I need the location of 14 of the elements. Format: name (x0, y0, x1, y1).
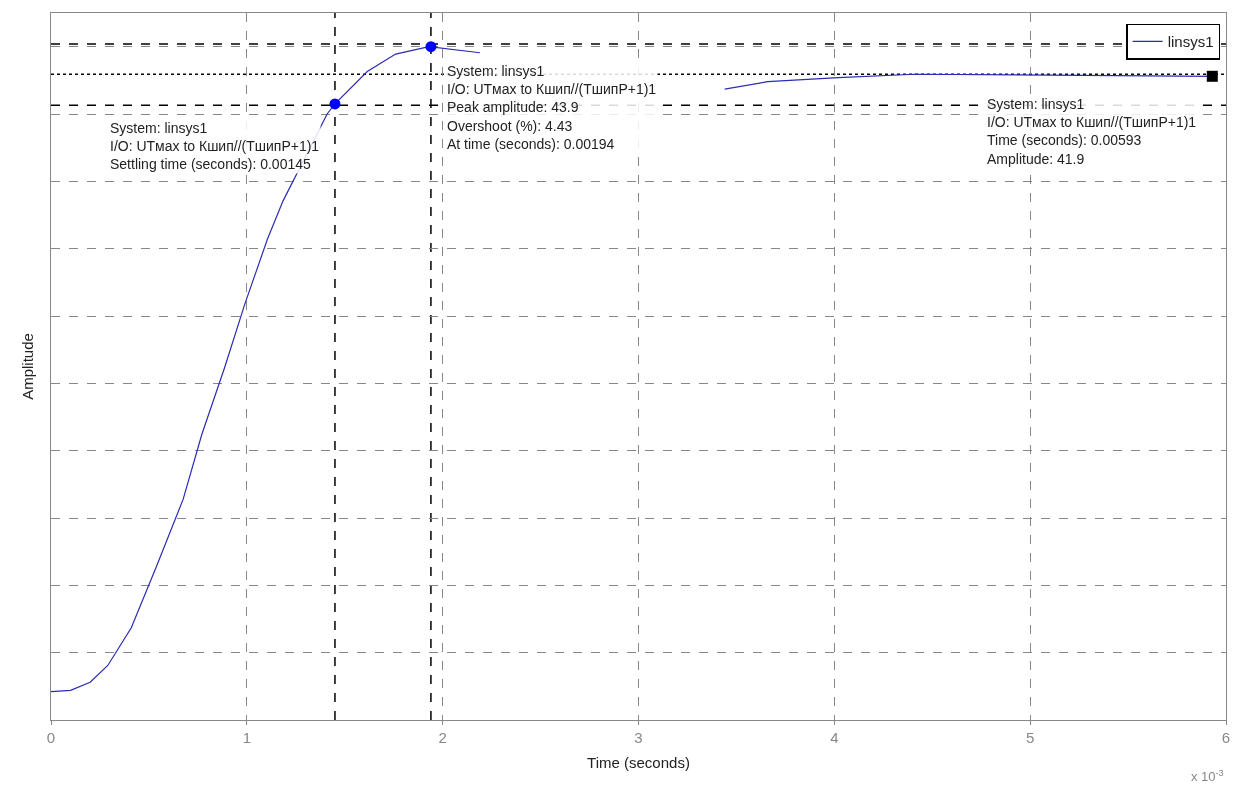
text: x 10$^{-3}$ (1191, 768, 1224, 785)
legend-label: linsys1 (1167, 33, 1214, 51)
x-tick-label: 3 (634, 729, 643, 746)
x-tick-label: 5 (1026, 729, 1035, 746)
annotation: System: linsys1 I/O: UTмax to Кшип//(ТшипР+1)1 Time (seconds): 0.00593 Amplitude: 41.9 (987, 96, 1197, 167)
x-tick-label: 4 (830, 729, 839, 746)
x-tick-label: 2 (438, 729, 447, 746)
y-axis-title: Amplitude (19, 333, 37, 400)
x-tick-label: 1 (242, 729, 251, 746)
x-tick-label: 6 (1221, 729, 1231, 746)
x-tick-label: 0 (46, 729, 56, 746)
x-axis-title: Time (seconds) (587, 754, 690, 771)
annotation: System: linsys1 I/O: UTмax to Кшип//(ТшипР+1)1 Settling time (seconds): 0.00145 (110, 120, 320, 173)
annotation: System: linsys1 I/O: UTмax to Кшип//(ТшипР+1)1 Peak amplitude: 43.9 Overshoot (%): 4.43 At time (seconds): 0.00194 (447, 63, 657, 152)
